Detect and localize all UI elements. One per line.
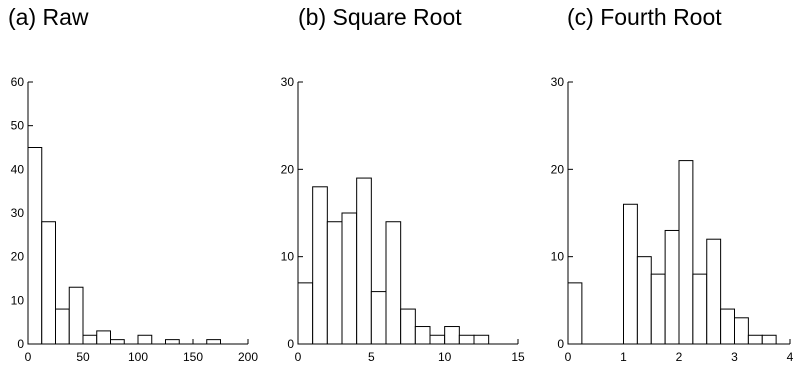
histogram-bar (458, 334, 475, 345)
x-tick-label: 2 (676, 350, 683, 364)
panel-b-title: (b) Square Root (298, 4, 462, 30)
histogram-bar (110, 339, 125, 345)
histogram-bar (297, 282, 314, 345)
x-tick-label: 0 (25, 350, 32, 364)
histogram-bar (444, 326, 460, 345)
y-tick-label: 10 (281, 250, 295, 264)
x-tick-label: 0 (565, 350, 572, 364)
histogram-bar (706, 238, 722, 345)
panel-a-title: (a) Raw (8, 4, 89, 30)
y-tick-label: 30 (281, 75, 295, 89)
histogram-bar (206, 339, 221, 345)
histogram-bar (747, 334, 763, 345)
x-tick-label: 50 (76, 350, 90, 364)
histogram-bar (341, 212, 358, 345)
histogram-bar (385, 221, 402, 345)
histogram-bar (720, 308, 735, 345)
x-tick-label: 5 (368, 350, 375, 364)
x-tick-label: 3 (731, 350, 738, 364)
histogram-bar (370, 291, 387, 345)
y-tick-label: 30 (551, 75, 565, 89)
histogram-bar (82, 334, 98, 345)
histogram-bar (692, 273, 708, 345)
histogram-bar (165, 339, 180, 345)
histogram-bar (27, 147, 43, 345)
x-tick-label: 150 (183, 350, 203, 364)
y-tick-label: 40 (11, 162, 25, 176)
y-tick-label: 0 (17, 337, 24, 351)
panel-c-title: (c) Fourth Root (567, 4, 722, 30)
y-tick-label: 10 (11, 293, 25, 307)
histogram-bar (636, 256, 652, 345)
histogram-bar (400, 308, 416, 345)
y-tick-label: 0 (557, 337, 564, 351)
y-tick-label: 20 (11, 250, 25, 264)
y-tick-label: 50 (11, 119, 25, 133)
y-tick-label: 10 (551, 250, 565, 264)
histogram-bar (96, 330, 111, 345)
histogram-bar (312, 186, 328, 345)
histogram-bar (55, 308, 70, 345)
panel-a-raw: 0 10 20 30 40 50 60 0 50 100 150 200 (11, 75, 259, 364)
histogram-bar (429, 334, 446, 345)
x-tick-label: 10 (438, 350, 452, 364)
histogram-bar (567, 282, 583, 345)
x-tick-label: 4 (787, 350, 794, 364)
histogram-bar (356, 177, 372, 345)
histogram-bar (414, 326, 431, 345)
histogram-bar (664, 229, 680, 345)
panel-c-fourth-root: 0 10 20 30 0 1 2 3 4 (551, 75, 794, 364)
histogram-bar (678, 160, 694, 345)
histogram-bar (41, 221, 56, 345)
histogram-bar (761, 334, 777, 345)
y-tick-label: 0 (287, 337, 294, 351)
x-tick-label: 200 (238, 350, 258, 364)
x-tick-label: 100 (128, 350, 148, 364)
histogram-bar (734, 317, 749, 345)
panel-b-square-root: 0 10 20 30 0 5 10 15 (281, 75, 525, 364)
histogram-bar (68, 286, 84, 345)
y-tick-label: 60 (11, 75, 25, 89)
x-tick-label: 0 (295, 350, 302, 364)
histogram-bar (623, 203, 638, 345)
histogram-bar (473, 334, 490, 345)
x-tick-label: 1 (620, 350, 627, 364)
y-tick-label: 30 (11, 206, 25, 220)
y-tick-label: 20 (281, 162, 295, 176)
histogram-bar (137, 334, 153, 345)
histogram-bar (650, 273, 666, 345)
histogram-bar (326, 221, 343, 345)
x-tick-label: 15 (511, 350, 525, 364)
y-tick-label: 20 (551, 162, 565, 176)
